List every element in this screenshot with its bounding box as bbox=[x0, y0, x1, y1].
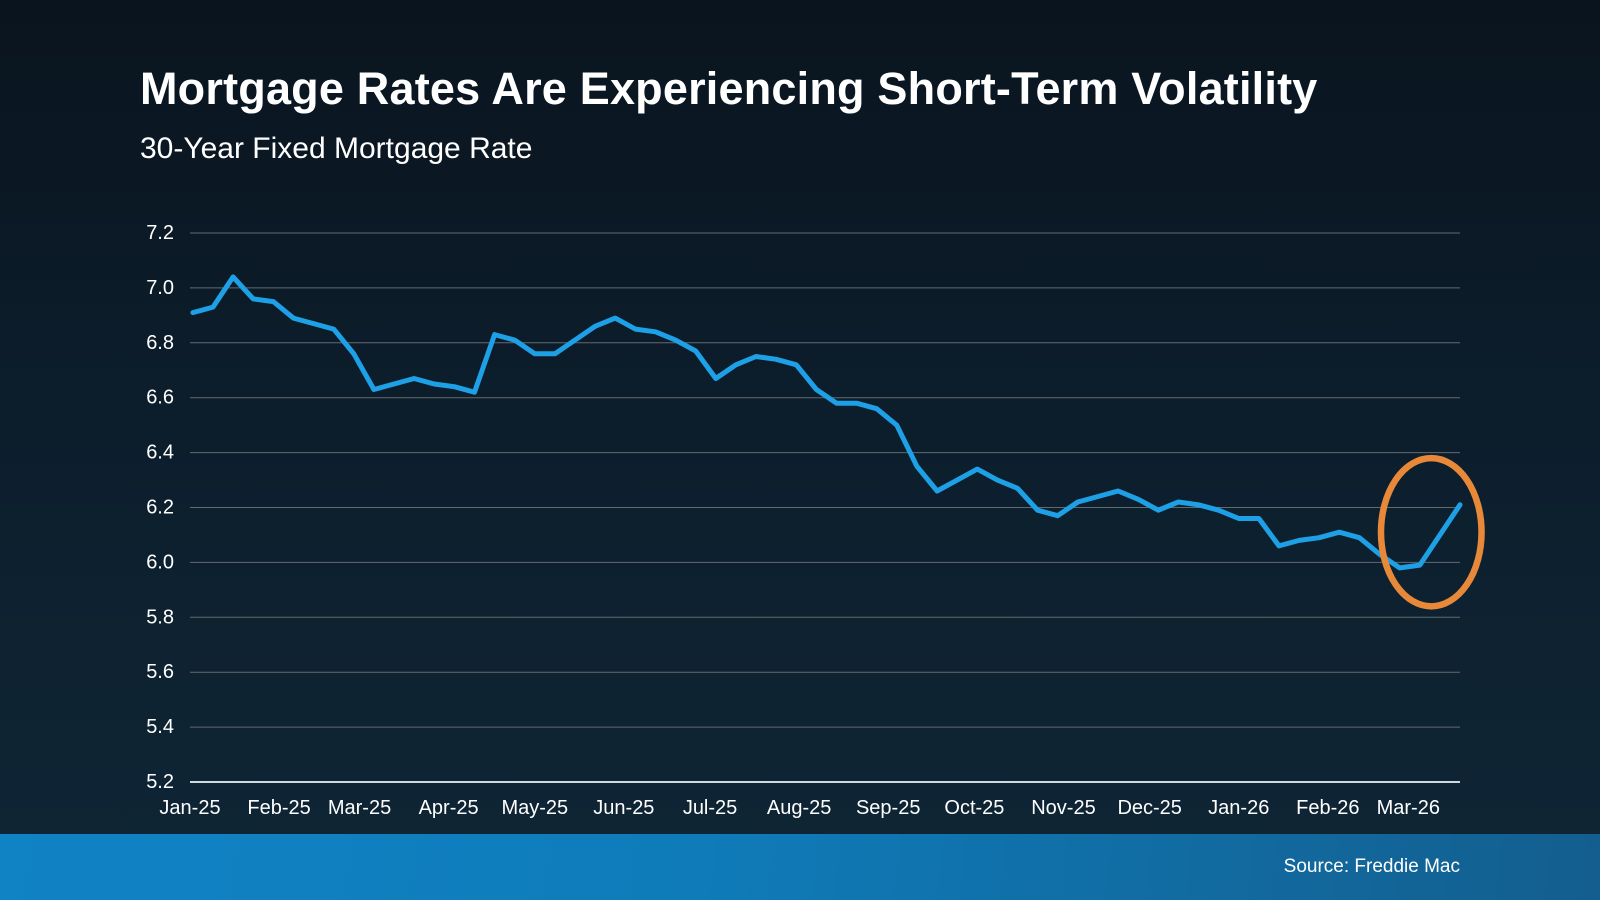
y-axis-label: 7.0 bbox=[146, 277, 174, 299]
y-axis-label: 7.2 bbox=[146, 222, 174, 244]
chart-subtitle: 30-Year Fixed Mortgage Rate bbox=[140, 132, 533, 165]
chart-title: Mortgage Rates Are Experiencing Short-Te… bbox=[140, 63, 1318, 114]
y-axis-label: 5.6 bbox=[146, 661, 174, 683]
x-axis-label: Jul-25 bbox=[683, 797, 737, 819]
x-axis-label: Oct-25 bbox=[944, 797, 1004, 819]
y-axis-label: 6.6 bbox=[146, 387, 174, 409]
y-axis-label: 6.2 bbox=[146, 497, 174, 519]
x-axis-label: Dec-25 bbox=[1117, 797, 1181, 819]
x-axis-label: Feb-25 bbox=[247, 797, 310, 819]
y-axis-label: 5.4 bbox=[146, 716, 174, 738]
x-axis-label: Feb-26 bbox=[1296, 797, 1359, 819]
x-axis-label: Jan-26 bbox=[1208, 797, 1269, 819]
footer-bar: Source: Freddie Mac bbox=[0, 834, 1600, 900]
x-axis-label: Mar-25 bbox=[328, 797, 391, 819]
y-axis-label: 5.2 bbox=[146, 771, 174, 793]
x-axis-label: May-25 bbox=[501, 797, 568, 819]
x-axis-label: Nov-25 bbox=[1031, 797, 1095, 819]
x-axis-label: Jan-25 bbox=[159, 797, 220, 819]
y-axis-label: 6.0 bbox=[146, 551, 174, 573]
source-label: Source: Freddie Mac bbox=[1283, 856, 1460, 877]
y-axis-label: 5.8 bbox=[146, 606, 174, 628]
highlight-ellipse bbox=[1377, 454, 1485, 610]
x-axis-label: Aug-25 bbox=[767, 797, 832, 819]
y-axis-label: 6.4 bbox=[146, 442, 174, 464]
y-axis-label: 6.8 bbox=[146, 332, 174, 354]
rate-line bbox=[190, 274, 1463, 571]
x-axis-label: Jun-25 bbox=[593, 797, 654, 819]
x-axis-label: Apr-25 bbox=[419, 797, 479, 819]
x-axis-label: Sep-25 bbox=[856, 797, 921, 819]
x-axis-label: Mar-26 bbox=[1377, 797, 1440, 819]
